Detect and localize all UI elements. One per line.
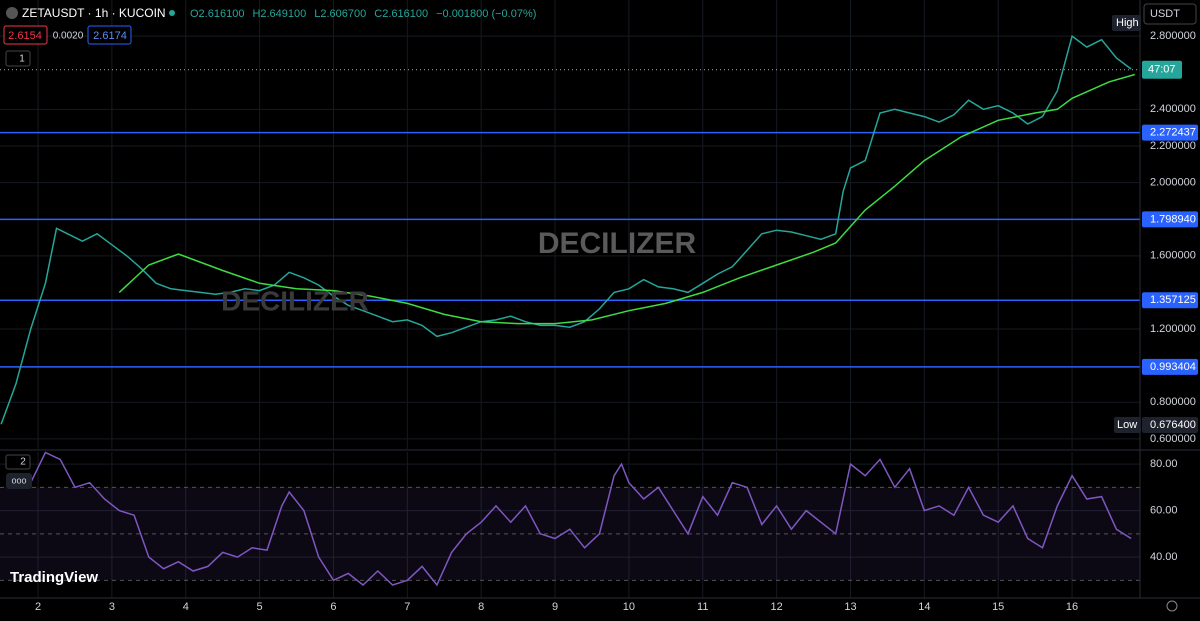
spread: 0.0020 bbox=[53, 31, 84, 42]
x-tick-label: 13 bbox=[844, 601, 856, 613]
settings-icon[interactable] bbox=[1166, 600, 1178, 612]
collapse-button[interactable] bbox=[5, 50, 31, 67]
y-tick-label: 0.800000 bbox=[1150, 396, 1196, 408]
y-tick-label: 0.600000 bbox=[1150, 433, 1196, 445]
series-line bbox=[0, 34, 1132, 425]
level-tag bbox=[1142, 124, 1198, 141]
x-tick-label: 7 bbox=[404, 601, 410, 613]
bid[interactable]: 2.6154 bbox=[8, 30, 42, 42]
x-tick-label: 2 bbox=[35, 601, 41, 613]
watermark: DECILIZER bbox=[221, 285, 369, 316]
rsi-collapse-button[interactable] bbox=[5, 454, 31, 470]
x-tick-label: 6 bbox=[330, 601, 336, 613]
ohlc-value: O2.616100 bbox=[190, 8, 244, 20]
ohlc-value: L2.606700 bbox=[314, 8, 366, 20]
series-line bbox=[30, 451, 1132, 587]
level-label: 0.993404 bbox=[1150, 361, 1196, 373]
x-tick-label: 16 bbox=[1066, 601, 1078, 613]
x-tick-label: 4 bbox=[183, 601, 189, 613]
x-tick-label: 9 bbox=[552, 601, 558, 613]
y-tick-label: 2.000000 bbox=[1150, 176, 1196, 188]
x-tick-label: 14 bbox=[918, 601, 930, 613]
level-label: 1.357125 bbox=[1150, 294, 1196, 306]
countdown-tag bbox=[1142, 60, 1182, 79]
countdown: 47:07 bbox=[1148, 64, 1176, 76]
ohlc-value: −0.001800 (−0.07%) bbox=[436, 8, 536, 20]
ask[interactable]: 2.6174 bbox=[93, 30, 127, 42]
y-tick-label: 1.600000 bbox=[1150, 250, 1196, 262]
y-tick-label: 2.200000 bbox=[1150, 140, 1196, 152]
level-tag bbox=[1142, 292, 1198, 309]
currency-box[interactable] bbox=[1143, 3, 1197, 25]
level-tag bbox=[1142, 358, 1198, 375]
y-tick-label: 2.400000 bbox=[1150, 103, 1196, 115]
brand-logo[interactable]: TradingView bbox=[10, 569, 98, 586]
high-tag bbox=[1112, 15, 1141, 31]
ask-box[interactable] bbox=[87, 25, 132, 45]
currency[interactable]: USDT bbox=[1150, 8, 1180, 20]
watermark: DECILIZER bbox=[538, 227, 697, 260]
x-tick-label: 8 bbox=[478, 601, 484, 613]
level-tag bbox=[1142, 211, 1198, 228]
y-tick-label: 60.00 bbox=[1150, 504, 1178, 516]
low-tag bbox=[1114, 416, 1141, 433]
x-tick-label: 10 bbox=[623, 601, 635, 613]
ohlc-value: H2.649100 bbox=[252, 8, 306, 20]
symbol[interactable]: ZETAUSDT · 1h · KUCOIN bbox=[22, 6, 166, 20]
high-label: High bbox=[1116, 17, 1139, 29]
y-tick-label: 2.800000 bbox=[1150, 30, 1196, 42]
y-tick-label: 80.00 bbox=[1150, 458, 1178, 470]
market-status bbox=[169, 10, 175, 16]
low-label: Low bbox=[1117, 419, 1137, 431]
symbol-logo[interactable] bbox=[6, 7, 18, 19]
y-tick-label: 1.200000 bbox=[1150, 323, 1196, 335]
bid-box[interactable] bbox=[3, 25, 48, 45]
more-button[interactable] bbox=[6, 473, 32, 489]
x-tick-label: 3 bbox=[109, 601, 115, 613]
x-tick-label: 11 bbox=[697, 601, 708, 613]
level-label: 2.272437 bbox=[1150, 127, 1196, 139]
more[interactable]: ooo bbox=[11, 475, 26, 485]
y-tick-label: 40.00 bbox=[1150, 551, 1178, 563]
rsi-pane-count[interactable]: 2 bbox=[20, 457, 26, 468]
x-tick-label: 12 bbox=[770, 601, 782, 613]
pane-count[interactable]: 1 bbox=[19, 54, 25, 65]
x-tick-label: 5 bbox=[257, 601, 263, 613]
series-line bbox=[118, 73, 1136, 325]
level-label: 1.798940 bbox=[1150, 213, 1196, 225]
low-value: 0.676400 bbox=[1150, 419, 1196, 431]
ohlc-value: C2.616100 bbox=[374, 8, 428, 20]
x-tick-label: 15 bbox=[992, 601, 1004, 613]
low-value-tag bbox=[1142, 416, 1198, 433]
